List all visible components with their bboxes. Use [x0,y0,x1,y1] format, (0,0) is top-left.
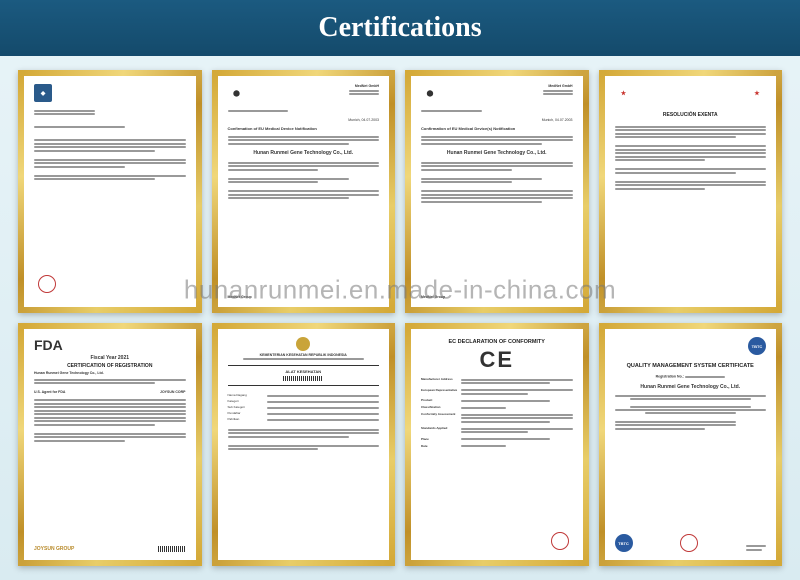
certificates-grid: ◆ ⬤ MedNet GmbH [0,56,800,580]
footer-brand: JOYSUN GROUP [34,546,74,552]
cert-title: ALAT KESEHATAN [228,369,380,374]
cert-eu-2: ⬤ MedNet GmbH Munich, 04.07.2003 Confirm… [405,70,589,313]
chile-crest-icon: ★ [615,84,633,102]
issuer-name: MedNet GmbH [543,84,573,88]
ce-mark-icon: CE [421,347,573,373]
stamp-icon [38,275,56,293]
title-banner: Certifications [0,0,800,56]
fda-mark: FDA [34,337,186,353]
company-name: Hunan Runmei Gene Technology Co., Ltd. [421,150,573,156]
tbtc-footer-icon: TBTC [615,534,633,552]
footer-brand: MedNet Group [228,295,380,299]
cert-title: RESOLUCIÓN EXENTA [615,112,767,118]
cert-ce: EC DECLARATION OF CONFORMITY CE Manufact… [405,323,589,566]
cert-chile: ★ ★ RESOLUCIÓN EXENTA [599,70,783,313]
field-product: Product [421,398,459,403]
company-name: Hunan Runmei Gene Technology Co., Ltd. [34,371,186,375]
field-date: Date [421,444,459,449]
mednet-icon: ⬤ [421,84,439,102]
cert-title: EC DECLARATION OF CONFORMITY [421,339,573,345]
agent-label: U.S. Agent for FDA [34,390,65,394]
reg-label: Registration No.: [656,374,684,378]
field-conformity: Conformity Assessment [421,412,459,424]
cert-title: CERTIFICATION OF REGISTRATION [34,363,186,369]
cert-qms: TBTC QUALITY MANAGEMENT SYSTEM CERTIFICA… [599,323,783,566]
fiscal-year: Fiscal Year 2021 [34,355,186,361]
agent-name: JOYSUN CORP [160,390,185,394]
cert-eu-1: ⬤ MedNet GmbH Munich, 04.07.2003 Confirm… [212,70,396,313]
footer-brand: MedNet Group [421,295,573,299]
cert-title: Confirmation of EU Medical Device Notifi… [228,126,380,131]
stamp-icon [551,532,569,550]
issuer-name: MedNet GmbH [349,84,379,88]
field-class: Classification [421,405,459,410]
cert-indonesia: KEMENTERIAN KESEHATAN REPUBLIK INDONESIA… [212,323,396,566]
company-name: Hunan Runmei Gene Technology Co., Ltd. [228,150,380,156]
crest-icon: ◆ [34,84,52,102]
stamp-icon [680,534,698,552]
cert-fda: FDA Fiscal Year 2021 CERTIFICATION OF RE… [18,323,202,566]
company-name: Hunan Runmei Gene Technology Co., Ltd. [615,384,767,390]
cert-title: Confirmation of EU Medical Device(s) Not… [421,126,573,131]
cert-letter: ◆ [18,70,202,313]
barcode-icon [283,376,323,381]
chile-crest-icon: ★ [748,84,766,102]
garuda-emblem-icon [296,337,310,351]
page-title: Certifications [318,12,481,44]
barcode-icon [158,546,186,552]
mednet-icon: ⬤ [228,84,246,102]
field-place: Place [421,437,459,442]
cert-title: QUALITY MANAGEMENT SYSTEM CERTIFICATE [615,363,767,369]
ministry-header: KEMENTERIAN KESEHATAN REPUBLIK INDONESIA [228,353,380,357]
tbtc-logo-icon: TBTC [748,337,766,355]
field-rep: European Representative [421,388,459,397]
date-line: Munich, 04.07.2003 [228,118,380,122]
field-standards: Standards Applied [421,426,459,435]
date-line: Munich, 04.07.2003 [421,118,573,122]
field-manufacturer: Manufacturer Address [421,377,459,386]
